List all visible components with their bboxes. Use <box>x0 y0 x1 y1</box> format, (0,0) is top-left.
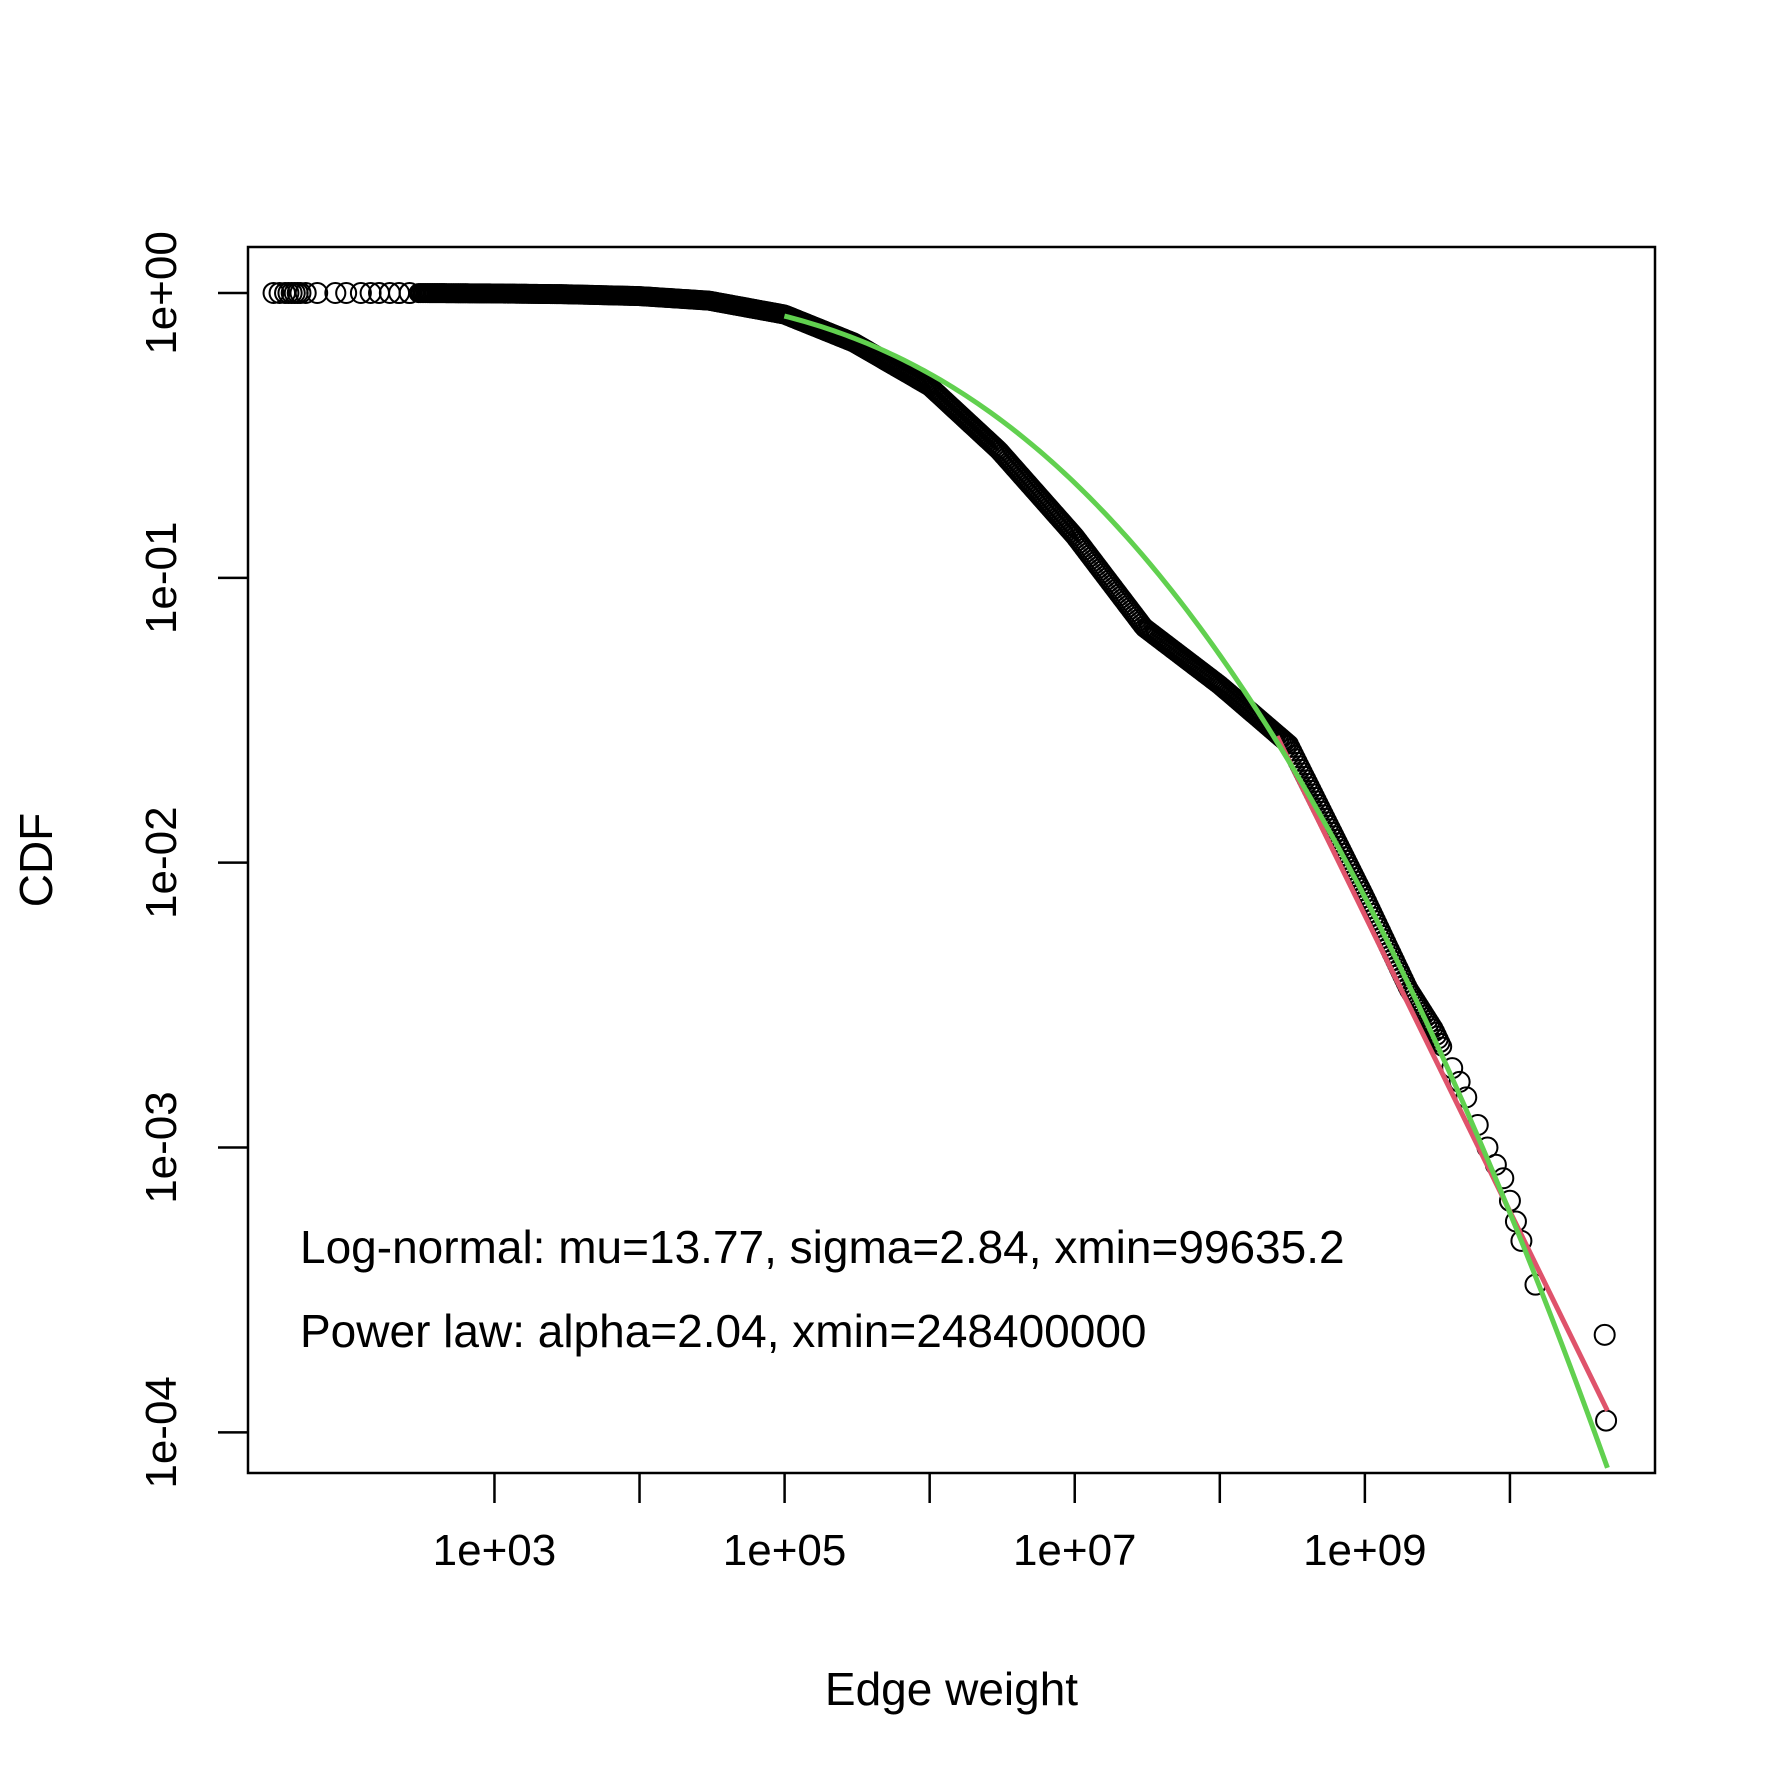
power-law-fit-line <box>1274 735 1610 1412</box>
data-point <box>349 281 372 304</box>
x-axis-title: Edge weight <box>825 1663 1078 1715</box>
data-point <box>262 281 285 304</box>
data-point <box>335 281 358 304</box>
data-point <box>294 281 317 304</box>
x-tick-label: 1e+03 <box>433 1526 557 1575</box>
data-point <box>324 281 347 304</box>
lognormal-fit-line <box>783 313 1610 1469</box>
y-axis: 1e+00 1e-01 1e-02 1e-03 1e-04 <box>137 231 248 1489</box>
x-tick-label: 1e+07 <box>1013 1526 1137 1575</box>
y-tick-label: 1e-03 <box>137 1091 186 1204</box>
x-axis: 1e+03 1e+05 1e+07 1e+09 <box>433 1473 1512 1575</box>
data-point <box>398 282 421 305</box>
y-tick-label: 1e-04 <box>137 1376 186 1489</box>
x-tick-label: 1e+05 <box>723 1526 847 1575</box>
y-tick-label: 1e-02 <box>137 806 186 919</box>
y-axis-title: CDF <box>10 813 62 908</box>
y-tick-label: 1e+00 <box>137 231 186 355</box>
lognormal-annotation: Log-normal: mu=13.77, sigma=2.84, xmin=9… <box>300 1221 1345 1273</box>
data-point <box>289 281 312 304</box>
data-point <box>1593 1323 1616 1346</box>
fit-lines <box>783 313 1610 1469</box>
data-points <box>262 281 1618 1432</box>
x-tick-label: 1e+09 <box>1303 1526 1427 1575</box>
powerlaw-annotation: Power law: alpha=2.04, xmin=248400000 <box>300 1305 1147 1357</box>
plot-frame <box>246 245 1657 1475</box>
y-tick-label: 1e-01 <box>137 522 186 635</box>
data-point <box>388 282 411 305</box>
data-point <box>306 281 329 304</box>
